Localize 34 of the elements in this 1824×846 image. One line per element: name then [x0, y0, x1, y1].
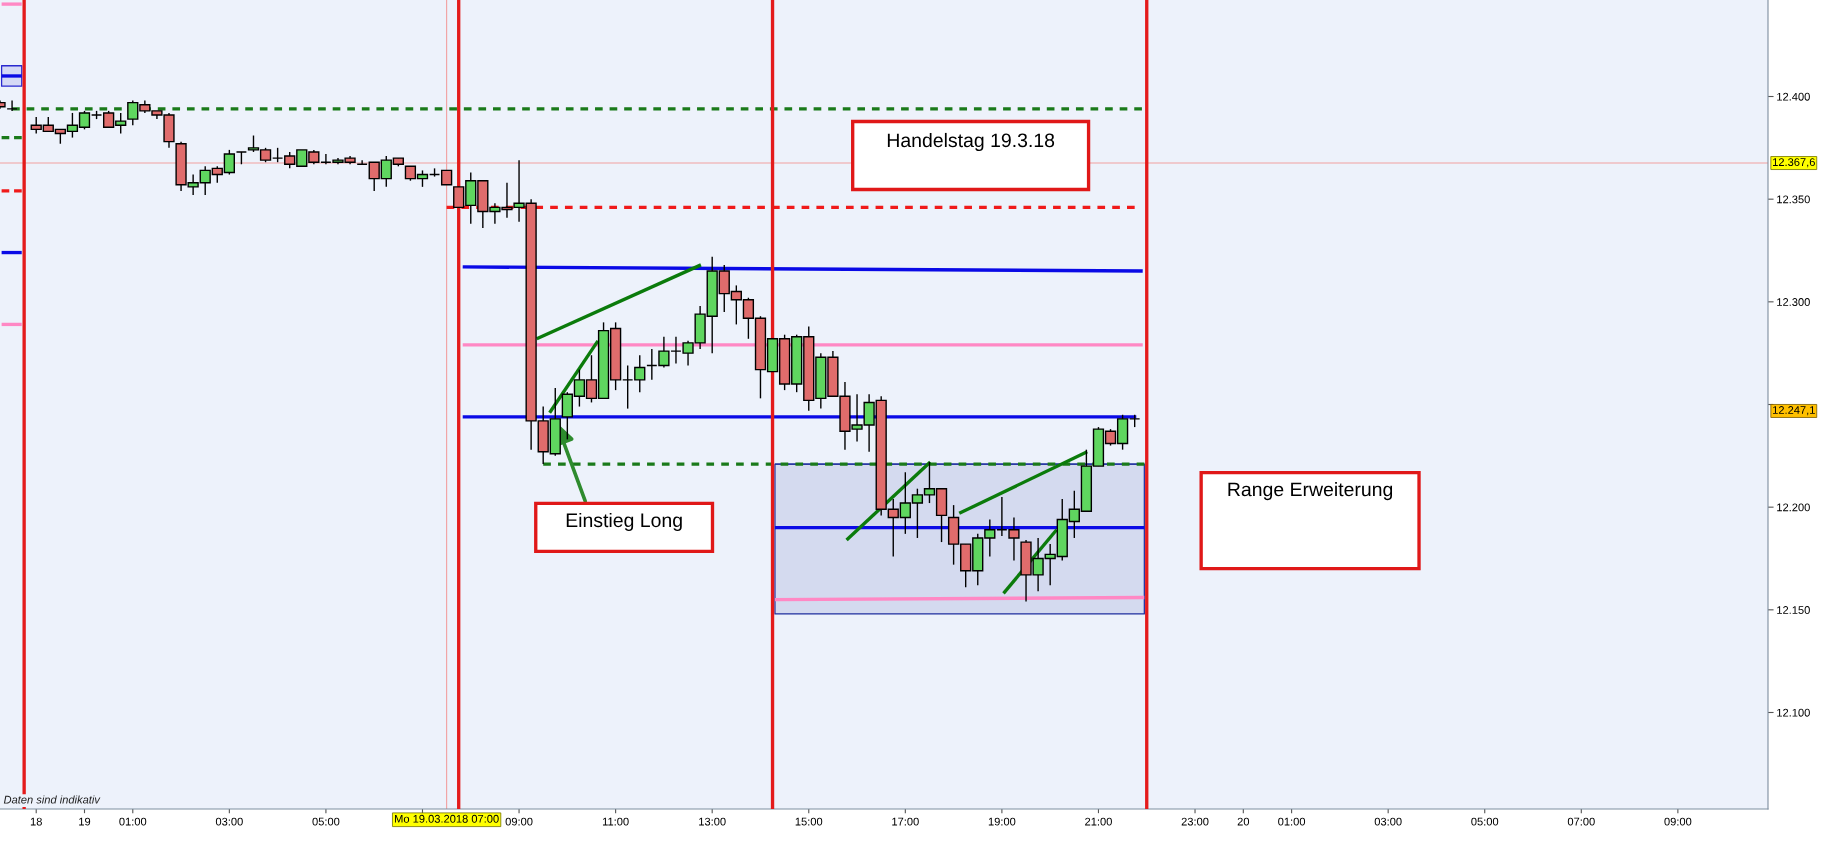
x-tick-label: 15:00	[795, 817, 823, 826]
x-tick-label: 19:00	[988, 817, 1016, 826]
x-tick-label: 23:00	[1181, 817, 1209, 826]
annotation: Handelstag 19.3.18	[887, 132, 1055, 152]
x-tick-label: 09:00	[505, 817, 533, 826]
x-tick-label: 21:00	[1085, 817, 1112, 826]
x-tick-label: 17:00	[892, 817, 919, 826]
annotation: Daten sind indikativ	[3, 795, 101, 804]
x-tick-label: 01:00	[1278, 817, 1306, 826]
ref-line-label: Mo 19.03.2018 07:00	[395, 814, 499, 823]
x-tick-label: 13:00	[699, 817, 726, 826]
x-tick-label: 03:00	[1374, 817, 1402, 826]
x-tick-label: 03:00	[215, 817, 243, 826]
y-tick-label: 12.350	[1777, 195, 1810, 204]
y-tick-label: 12.150	[1777, 606, 1810, 614]
y-tick-label: 12.300	[1777, 298, 1810, 306]
x-tick-label: 18	[30, 817, 42, 826]
x-tick-label: 07:00	[1567, 817, 1595, 826]
x-tick-label: 09:00	[1664, 817, 1692, 826]
y-tick-label: 12.200	[1777, 503, 1810, 512]
candlestick	[356, 159, 368, 165]
candlestick	[6, 99, 18, 112]
y-tick-label: 12.400	[1777, 92, 1810, 101]
x-tick-label: 05:00	[312, 817, 340, 826]
x-tick-label: 05:00	[1471, 817, 1499, 826]
x-tick-label: 20	[1237, 817, 1250, 826]
annotation: Range Erweiterung	[1228, 482, 1393, 501]
text: 12.247,1	[1773, 406, 1815, 416]
x-tick-label: 11:00	[602, 817, 629, 826]
ref-line-label: 12.367,6	[1773, 158, 1815, 168]
annotation: Einstieg Long	[566, 512, 682, 532]
x-tick-label: 01:00	[119, 817, 147, 826]
y-tick-label: 12.100	[1777, 708, 1810, 717]
x-tick-label: 19	[79, 817, 91, 826]
